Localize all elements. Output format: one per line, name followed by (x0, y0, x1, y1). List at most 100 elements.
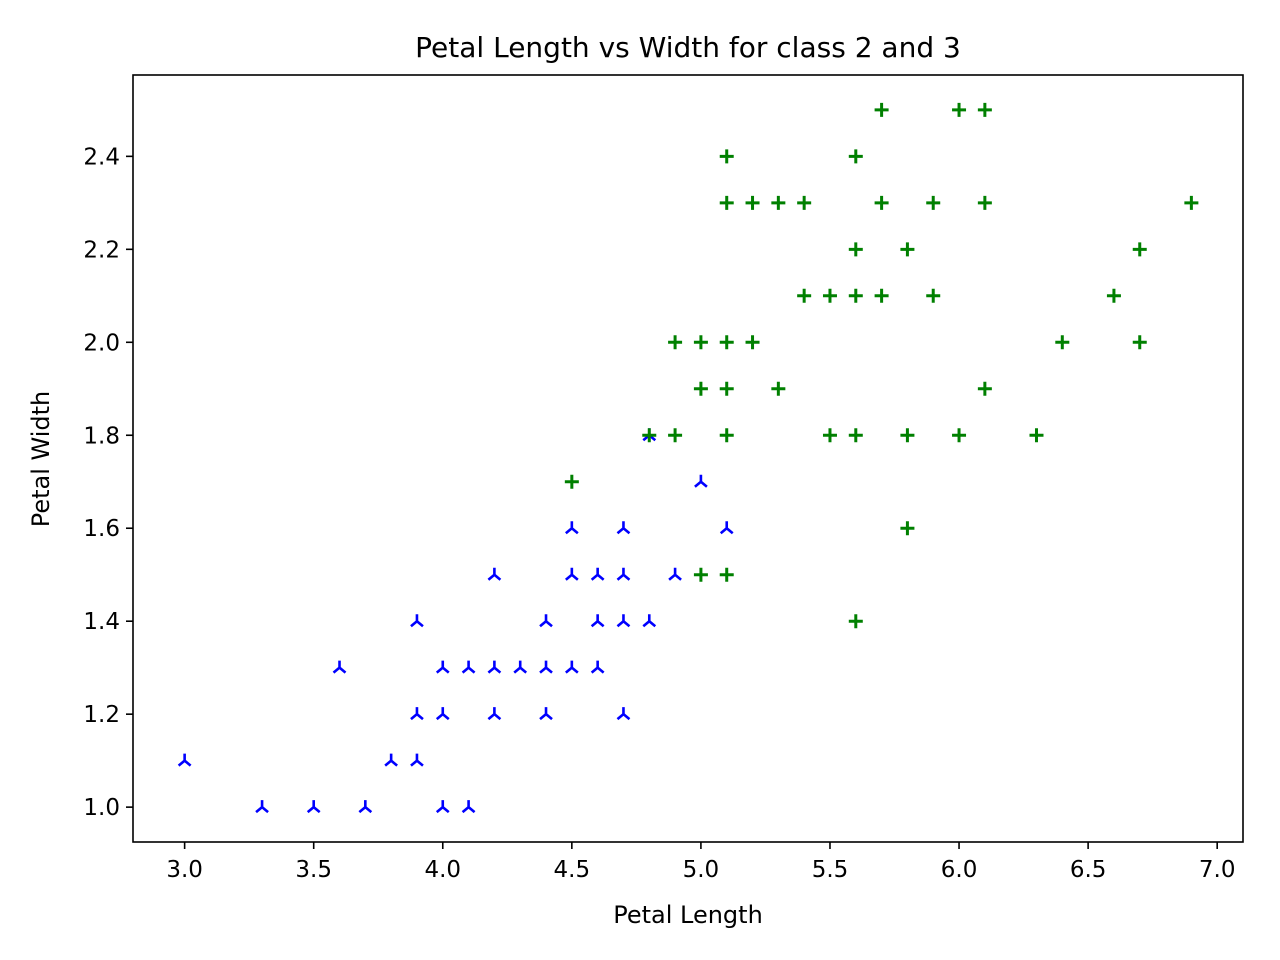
data-point (797, 288, 812, 303)
data-point (848, 288, 863, 303)
data-point (332, 660, 347, 674)
x-axis: 3.0 3.5 4.0 4.5 5.0 5.5 6.0 6.5 7.0 (166, 842, 1235, 883)
data-point (977, 102, 992, 117)
data-point (1029, 428, 1044, 443)
data-point (874, 195, 889, 210)
x-tick-label: 3.0 (166, 857, 203, 883)
data-point (1106, 288, 1121, 303)
data-point (771, 381, 786, 396)
y-axis-label: Petal Width (27, 391, 55, 528)
data-point (745, 335, 760, 350)
data-point (616, 521, 631, 535)
data-point (435, 707, 450, 721)
data-point (797, 195, 812, 210)
tri-down-series (177, 428, 734, 814)
data-point (410, 753, 424, 767)
data-point (410, 707, 424, 721)
data-point (719, 521, 734, 535)
data-point (487, 567, 502, 581)
data-point (1055, 335, 1070, 350)
data-point (565, 521, 579, 535)
data-point (668, 567, 682, 581)
x-tick-label: 5.5 (812, 857, 849, 883)
data-point (848, 428, 863, 443)
y-tick-label: 1.8 (83, 423, 120, 449)
data-point (719, 381, 734, 396)
data-point (668, 428, 683, 443)
data-point (771, 195, 786, 210)
x-tick-label: 5.0 (683, 857, 720, 883)
data-point (719, 195, 734, 210)
x-tick-label: 6.0 (941, 857, 978, 883)
data-point (487, 660, 502, 674)
x-tick-label: 7.0 (1199, 857, 1236, 883)
data-point (822, 288, 837, 303)
data-point (565, 567, 579, 581)
data-point (1132, 242, 1147, 257)
y-axis: 1.0 1.2 1.4 1.6 1.8 2.0 2.2 2.4 (83, 144, 133, 821)
data-point (435, 660, 450, 674)
y-tick-label: 1.4 (83, 609, 120, 635)
data-point (874, 102, 889, 117)
data-point (616, 614, 631, 628)
x-tick-label: 4.5 (554, 857, 591, 883)
data-point (848, 242, 863, 257)
data-point (694, 474, 708, 488)
x-tick-label: 6.5 (1070, 857, 1107, 883)
data-point (513, 660, 528, 674)
data-point (900, 521, 915, 536)
data-point (900, 428, 915, 443)
y-tick-label: 1.0 (83, 795, 120, 821)
data-point (461, 800, 476, 814)
data-point (668, 335, 683, 350)
plot-frame (132, 74, 1244, 843)
data-point (1132, 335, 1147, 350)
data-point (255, 800, 269, 814)
data-point (590, 614, 605, 628)
data-point (410, 614, 424, 628)
data-point (719, 428, 734, 443)
data-point (693, 335, 708, 350)
data-point (900, 242, 915, 257)
data-point (745, 195, 760, 210)
data-point (642, 614, 657, 628)
data-point (616, 567, 631, 581)
data-point (590, 660, 605, 674)
data-point (719, 149, 734, 164)
data-point (977, 381, 992, 396)
data-point (564, 474, 579, 489)
data-point (874, 288, 889, 303)
data-point (177, 753, 192, 767)
plus-series (564, 102, 1199, 629)
chart-title: Petal Length vs Width for class 2 and 3 (415, 31, 961, 64)
data-point (952, 102, 967, 117)
data-point (693, 381, 708, 396)
x-tick-label: 3.5 (295, 857, 332, 883)
data-point (822, 428, 837, 443)
data-point (952, 428, 967, 443)
y-tick-label: 2.0 (83, 330, 120, 356)
x-tick-label: 4.0 (424, 857, 461, 883)
data-point (848, 614, 863, 629)
data-point (358, 800, 373, 814)
data-point (306, 800, 321, 814)
data-point (539, 614, 553, 628)
y-tick-label: 2.2 (83, 237, 120, 263)
x-axis-label: Petal Length (613, 901, 763, 929)
data-point (926, 195, 941, 210)
plot-area (177, 102, 1199, 814)
data-point (719, 335, 734, 350)
data-point (461, 660, 476, 674)
data-point (693, 567, 708, 582)
y-tick-label: 1.2 (83, 702, 120, 728)
data-point (1184, 195, 1199, 210)
data-point (487, 707, 502, 721)
data-point (539, 707, 553, 721)
data-point (590, 567, 605, 581)
data-point (565, 660, 579, 674)
data-point (539, 660, 553, 674)
data-point (848, 149, 863, 164)
data-point (977, 195, 992, 210)
data-point (719, 567, 734, 582)
data-point (616, 707, 631, 721)
